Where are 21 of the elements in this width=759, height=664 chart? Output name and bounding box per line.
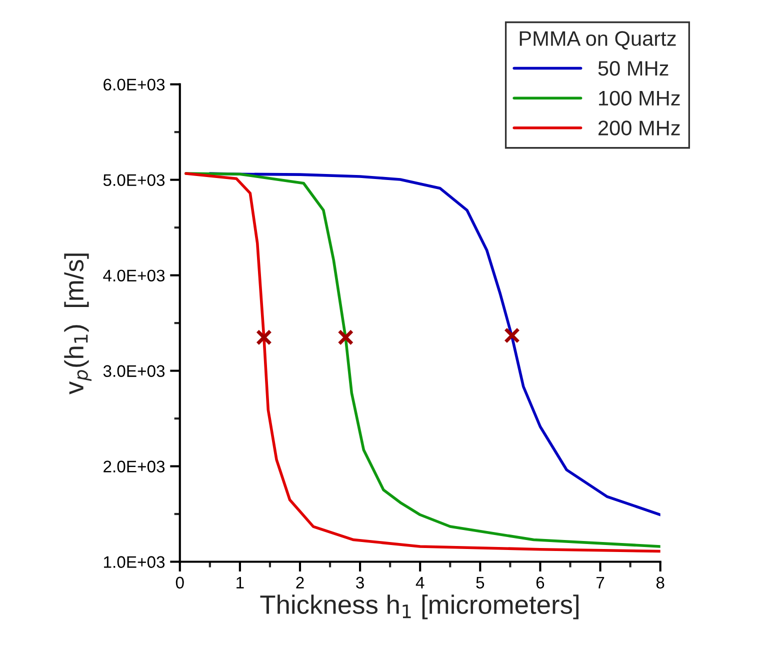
x-tick-label: 6 <box>536 576 544 589</box>
x-tick-label: 5 <box>476 576 484 589</box>
legend-label: 100 MHz <box>599 90 680 106</box>
x-axis-title: Thickness h$_{1}$ [micrometers] <box>260 594 578 620</box>
y-tick-label: 6.0E+03 <box>104 78 165 91</box>
y-tick-label: 5.0E+03 <box>103 174 165 186</box>
y-axis-title: v$_{p}$(h$_{1}$) [m/s] <box>64 254 92 394</box>
legend-label: 50 MHz <box>598 60 668 76</box>
y-tick-label: 3.0E+03 <box>103 365 165 377</box>
x-tick-label: 1 <box>236 576 244 588</box>
x-tick-label: 0 <box>176 576 184 589</box>
x-tick-label: 3 <box>356 576 364 589</box>
x-tick-label: 4 <box>416 576 424 588</box>
x-tick-label: 7 <box>596 576 604 588</box>
legend-title: PMMA on Quartz <box>520 31 676 50</box>
legend-label: 200 MHz <box>598 120 680 136</box>
y-tick-label: 4.0E+03 <box>103 270 165 282</box>
y-tick-label: 2.0E+03 <box>104 460 165 472</box>
y-tick-label: 1.0E+03 <box>104 556 165 568</box>
x-tick-label: 8 <box>656 576 664 589</box>
x-tick-label: 2 <box>296 576 304 588</box>
